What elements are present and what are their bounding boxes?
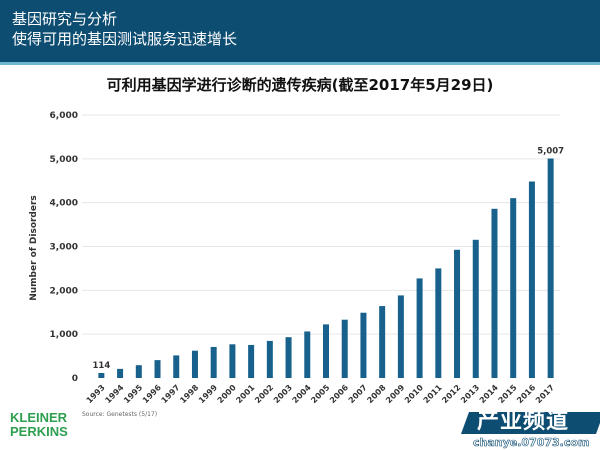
x-tick-label: 2000 — [216, 383, 238, 405]
logo-line-1: KLEINER — [10, 410, 68, 425]
y-tick-label: 2,000 — [50, 286, 78, 296]
kleiner-perkins-logo: KLEINER PERKINS — [10, 411, 68, 439]
y-tick-label: 0 — [72, 374, 78, 384]
bar-1996 — [154, 360, 161, 378]
y-tick-label: 5,000 — [50, 155, 78, 165]
y-axis-label: Number of Disorders — [29, 195, 39, 301]
x-tick-label: 2001 — [234, 383, 256, 405]
header-line-1: 基因研究与分析 — [12, 10, 118, 28]
bar-1993 — [98, 373, 105, 378]
y-tick-label: 4,000 — [50, 199, 78, 209]
x-tick-label: 1998 — [178, 383, 200, 405]
bar-2009 — [397, 295, 404, 378]
bar-2008 — [379, 306, 386, 378]
x-tick-label: 1993 — [85, 383, 107, 405]
source-note: Source: Genetests (5/17) — [82, 411, 158, 418]
slide-header: 基因研究与分析 使得可用的基因测试服务迅速增长 — [0, 0, 600, 65]
bar-2015 — [510, 198, 517, 378]
x-tick-label: 2011 — [422, 383, 444, 405]
x-tick-label: 1996 — [141, 383, 163, 405]
data-label: 5,007 — [537, 147, 564, 157]
bar-2016 — [528, 181, 535, 378]
header-line-2: 使得可用的基因测试服务迅速增长 — [12, 30, 238, 48]
y-tick-label: 3,000 — [50, 243, 78, 253]
bar-2006 — [341, 319, 348, 378]
bar-2005 — [323, 324, 329, 378]
bar-2014 — [491, 208, 498, 378]
x-tick-label: 2013 — [459, 383, 481, 405]
bar-2011 — [435, 268, 442, 378]
x-tick-label: 2015 — [497, 383, 519, 405]
bar-2010 — [416, 278, 423, 378]
x-tick-label: 2012 — [440, 383, 462, 405]
x-tick-label: 2006 — [328, 383, 350, 405]
x-tick-label: 1997 — [160, 383, 182, 405]
bar-2013 — [472, 239, 479, 378]
watermark: 产业频道 chanye.07073.com — [455, 410, 600, 450]
data-label: 114 — [92, 361, 110, 371]
x-tick-label: 2017 — [534, 383, 556, 405]
bar-2004 — [304, 331, 311, 378]
watermark-text: 产业频道 — [477, 409, 570, 434]
x-tick-label: 2002 — [253, 383, 275, 405]
x-tick-label: 2010 — [403, 383, 425, 405]
x-tick-label: 2016 — [515, 383, 537, 405]
x-tick-label: 2009 — [384, 383, 406, 405]
x-tick-label: 2014 — [478, 383, 500, 405]
bar-2002 — [266, 340, 273, 378]
bar-1995 — [135, 365, 142, 378]
x-tick-label: 2005 — [309, 383, 331, 405]
x-tick-label: 2007 — [347, 383, 369, 405]
x-tick-label: 2004 — [291, 383, 313, 405]
x-tick-label: 1999 — [197, 383, 219, 405]
y-tick-label: 1,000 — [50, 330, 78, 340]
bar-2000 — [229, 344, 236, 378]
chart-title: 可利用基因学进行诊断的遗传疾病(截至2017年5月29日) — [106, 76, 494, 94]
x-tick-label: 2003 — [272, 383, 294, 405]
bar-2001 — [248, 344, 255, 378]
bar-2003 — [285, 337, 292, 378]
bar-2017 — [547, 158, 554, 378]
bar-1994 — [117, 368, 124, 378]
bar-2012 — [454, 249, 461, 378]
watermark-url: chanye.07073.com — [473, 436, 590, 450]
x-tick-label: 1994 — [103, 383, 125, 405]
bar-1997 — [173, 355, 180, 378]
x-tick-label: 1995 — [122, 383, 144, 405]
bar-1999 — [210, 346, 217, 378]
bar-2007 — [360, 312, 367, 378]
logo-line-2: PERKINS — [10, 424, 68, 439]
x-tick-label: 2008 — [365, 383, 387, 405]
bar-1998 — [191, 350, 198, 378]
y-tick-label: 6,000 — [50, 111, 78, 121]
